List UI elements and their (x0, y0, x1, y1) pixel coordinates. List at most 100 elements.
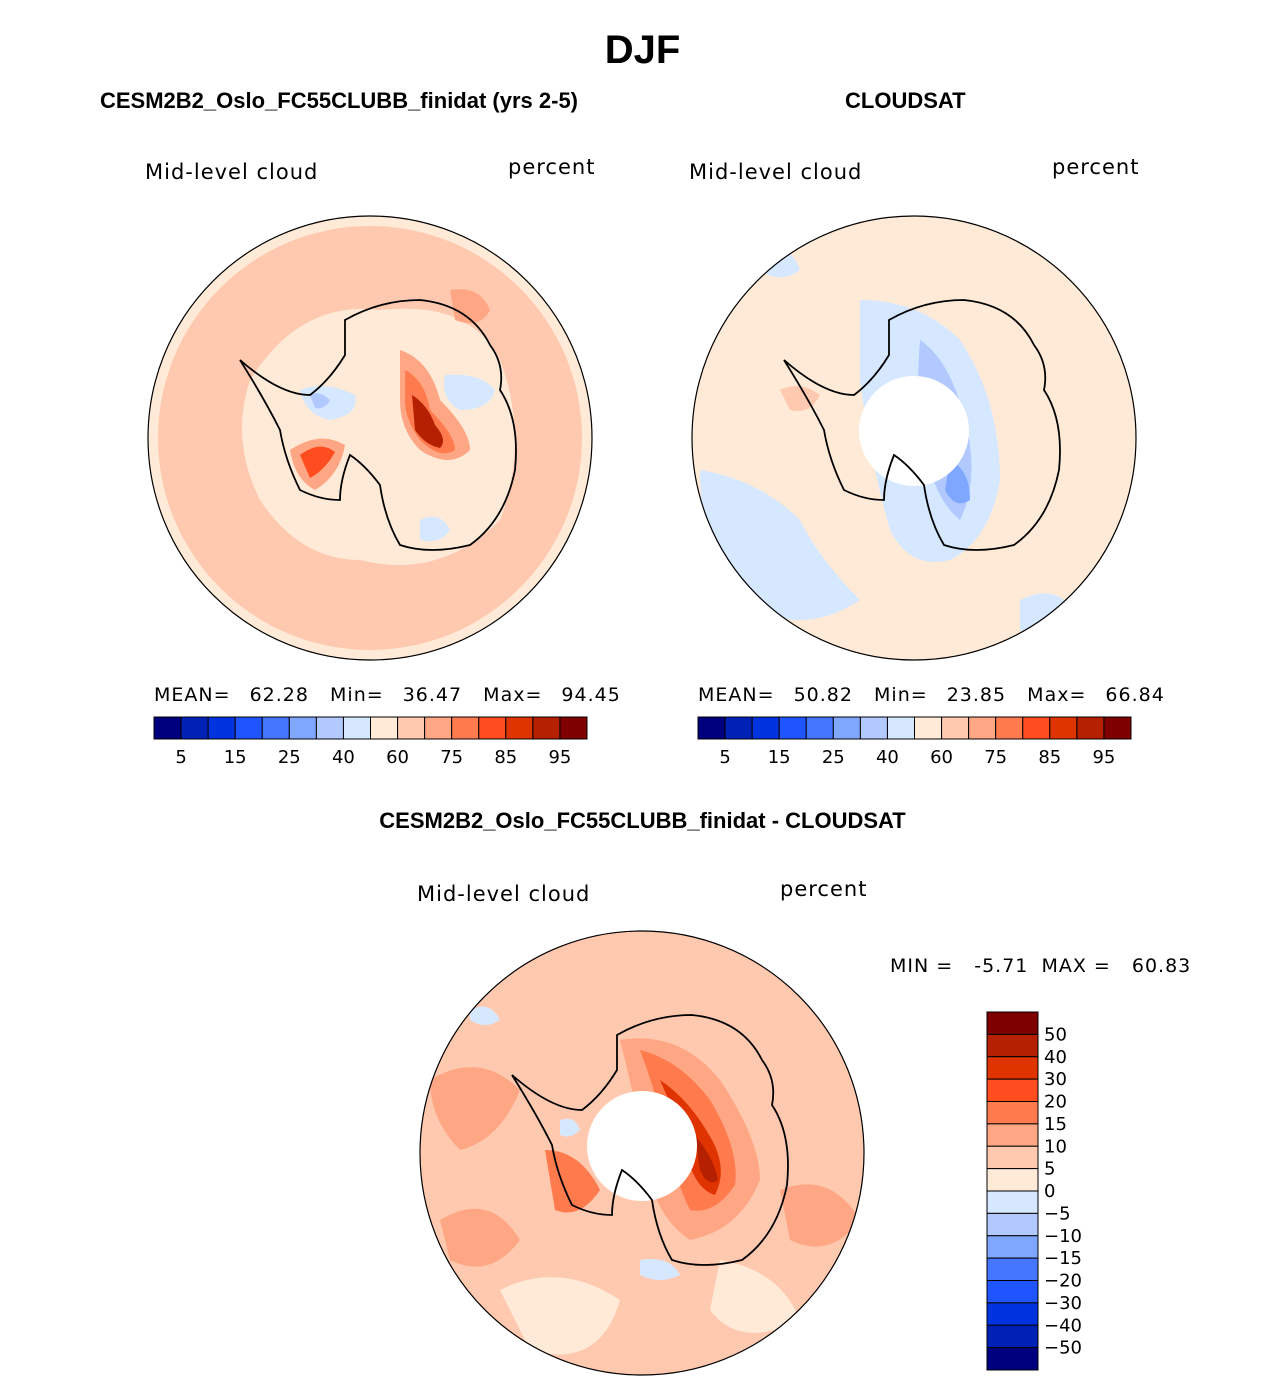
panel1-colorbar-box (478, 716, 507, 740)
panel1-colorbar-tick-label: 40 (332, 747, 355, 768)
map1-border (147, 215, 593, 661)
panel2-min-value: 23.85 (946, 684, 1007, 706)
panel2-colorbar-tick-label: 40 (876, 747, 899, 768)
panel3-colorbar-box (986, 1056, 1039, 1080)
panel1-colorbar-box (532, 716, 561, 740)
panel3-units: percent (780, 877, 868, 901)
panel2-colorbar-box (1103, 716, 1132, 740)
panel1-stats: MEAN= 62.28 Min= 36.47 Max= 94.45 (154, 684, 621, 706)
panel2-colorbar-tick-label: 5 (719, 747, 730, 768)
panel1-colorbar-box (342, 716, 371, 740)
panel1-colorbar-box (261, 716, 290, 740)
panel3-colorbar-tick-label: 5 (1044, 1159, 1055, 1180)
panel3-colorbar-tick-label: 50 (1044, 1024, 1067, 1045)
panel2-min-label: Min= (874, 684, 928, 706)
map3-field (420, 931, 864, 1375)
panel3-colorbar-tick-label: −30 (1044, 1293, 1082, 1314)
panel2-colorbar-box (832, 716, 861, 740)
panel2-colorbar-tick-label: 15 (768, 747, 791, 768)
panel3-colorbar-box (986, 1280, 1039, 1304)
panel1-colorbar-tick-label: 85 (494, 747, 517, 768)
panel2-colorbar-box (1076, 716, 1105, 740)
panel2-colorbar-tick-label: 25 (822, 747, 845, 768)
panel3-colorbar-tick-label: −15 (1044, 1248, 1082, 1269)
panel1-min-value: 36.47 (402, 684, 463, 706)
panel3-colorbar-box (986, 1033, 1039, 1058)
panel3-min-label: MIN = (890, 955, 954, 977)
panel2-variable: Mid-level cloud (689, 160, 863, 184)
panel2-colorbar: 5 15 25 40 60 75 85 95 (697, 716, 1132, 768)
panel2-colorbar-box (1049, 716, 1078, 740)
panel1-colorbar-box (315, 716, 344, 740)
panel3-colorbar-tick-label: 40 (1044, 1047, 1067, 1068)
panel2-mean-value: 50.82 (793, 684, 853, 706)
panel2-colorbar-box (805, 716, 834, 740)
panel1-units: percent (508, 155, 596, 179)
panel3-colorbar-box (986, 1302, 1039, 1326)
panel2-colorbar-box (968, 716, 997, 740)
panel1-colorbar-tick-label: 25 (278, 747, 301, 768)
panel1-colorbar: 5 15 25 40 60 75 85 95 (153, 716, 588, 768)
panel3-max-value: 60.83 (1131, 955, 1192, 977)
panel2-max-value: 66.84 (1105, 684, 1165, 706)
map1-coastline (239, 299, 517, 551)
panel2-colorbar-tick-label: 95 (1092, 747, 1115, 768)
map1-field (148, 216, 592, 660)
panel1-colorbar-box (234, 716, 263, 740)
panel2-units: percent (1052, 155, 1140, 179)
panel1-colorbar-tick-label: 95 (548, 747, 571, 768)
panel2-max-label: Max= (1027, 684, 1087, 706)
panel3-colorbar-box (986, 1145, 1039, 1170)
panel2-colorbar-box (941, 716, 970, 740)
panel2-mean-label: MEAN= (698, 684, 775, 706)
panel1-colorbar-box (370, 716, 399, 740)
panel1-colorbar-box (424, 716, 453, 740)
panel2-colorbar-tick-label: 75 (984, 747, 1007, 768)
panel2-colorbar-box (995, 716, 1024, 740)
panel1-colorbar-box (153, 716, 182, 740)
panel3-max-label: MAX = (1041, 955, 1111, 977)
panel3-colorbar-tick-label: −10 (1044, 1226, 1082, 1247)
panel1-colorbar-box (505, 716, 534, 740)
panel3-colorbar-tick-label: 30 (1044, 1069, 1067, 1090)
panel1-max-value: 94.45 (561, 684, 621, 706)
panel3-colorbar-tick-label: 20 (1044, 1092, 1067, 1113)
panel3-colorbar-box (986, 1324, 1039, 1349)
panel2-colorbar-tick-label: 60 (930, 747, 953, 768)
panel1-colorbar-tick-label: 15 (224, 747, 247, 768)
panel3-colorbar-tick-label: 0 (1044, 1181, 1055, 1202)
panel2-colorbar-tick-label: 85 (1038, 747, 1061, 768)
panel1-colorbar-box (451, 716, 480, 740)
map2-field (692, 216, 1136, 660)
panel1-colorbar-box (397, 716, 426, 740)
panel1-mean-label: MEAN= (154, 684, 231, 706)
panel3-colorbar-box (986, 1123, 1039, 1147)
panel1-colorbar-tick-label: 60 (386, 747, 409, 768)
panel2-colorbar-box (751, 716, 780, 740)
panel3-stats: MIN = -5.71 MAX = 60.83 (890, 955, 1191, 977)
panel1-title: CESM2B2_Oslo_FC55CLUBB_finidat (yrs 2-5) (100, 88, 579, 113)
main-title: DJF (604, 28, 681, 72)
panel3-title: CESM2B2_Oslo_FC55CLUBB_finidat - CLOUDSA… (379, 808, 906, 833)
panel2-title: CLOUDSAT (845, 88, 966, 113)
panel3-colorbar-tick-label: −5 (1044, 1203, 1071, 1224)
panel2-colorbar-box (859, 716, 888, 740)
panel3-colorbar-box (986, 1347, 1039, 1371)
panel2-stats: MEAN= 50.82 Min= 23.85 Max= 66.84 (698, 684, 1165, 706)
panel2-colorbar-box (1022, 716, 1051, 740)
panel3-colorbar-box (986, 1101, 1039, 1125)
panel3-colorbar-box (986, 1235, 1039, 1259)
panel3-min-value: -5.71 (974, 955, 1029, 977)
panel3-colorbar-box (986, 1168, 1039, 1192)
panel1-colorbar-box (207, 716, 236, 740)
panel3-colorbar-box (986, 1078, 1039, 1102)
map3-coastline (511, 1014, 789, 1266)
panel3-colorbar-box (986, 1212, 1039, 1237)
panel1-colorbar-box (288, 716, 317, 740)
panel1-colorbar-box (180, 716, 209, 740)
panel2-colorbar-box (886, 716, 915, 740)
panel1-max-label: Max= (483, 684, 543, 706)
panel3-colorbar-tick-label: 10 (1044, 1136, 1067, 1157)
